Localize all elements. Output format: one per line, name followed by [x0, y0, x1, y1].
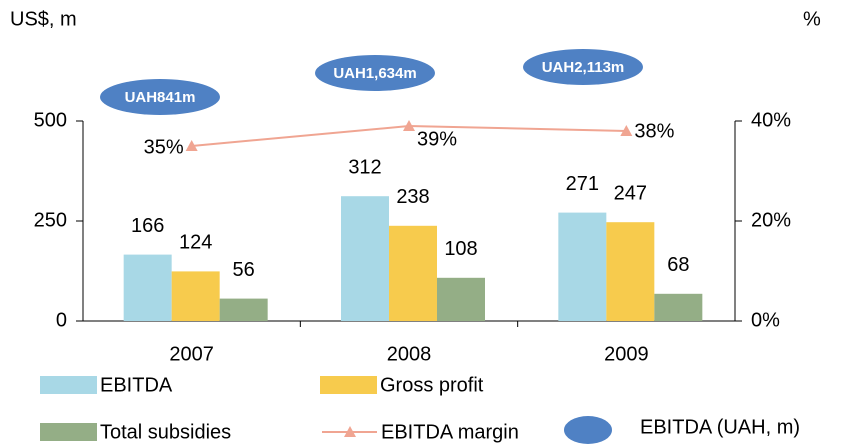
x-tick-label: 2009 — [604, 343, 649, 365]
uah-bubble — [315, 55, 435, 91]
y-tick-label: 500 — [34, 109, 67, 131]
legend-swatch — [320, 376, 377, 394]
legend-label: EBITDA margin — [381, 421, 519, 443]
legend-label: Gross profit — [380, 374, 484, 396]
y-axis-title: US$, m — [10, 8, 77, 30]
uah-bubble-label: UAH841m — [125, 89, 196, 106]
margin-value-label: 39% — [417, 128, 457, 150]
y2-tick-label: 40% — [751, 109, 791, 131]
margin-value-label: 38% — [634, 120, 674, 142]
bar — [437, 277, 485, 321]
uah-bubble-label: UAH1,634m — [333, 65, 416, 82]
uah-bubble — [100, 79, 220, 115]
bar — [558, 212, 607, 321]
x-tick-label: 2008 — [387, 343, 432, 365]
x-tick-label: 2007 — [169, 343, 214, 365]
margin-point — [185, 140, 198, 151]
uah-bubble — [523, 49, 643, 85]
margin-point — [403, 120, 415, 131]
bar — [219, 298, 268, 321]
bar — [341, 196, 389, 321]
legend-marker — [344, 426, 356, 437]
legend-label: Total subsidies — [100, 421, 231, 443]
bar — [389, 225, 437, 321]
bar — [654, 293, 703, 321]
y2-tick-label: 20% — [751, 209, 791, 231]
legend-swatch — [40, 376, 97, 394]
bar-value-label: 108 — [444, 238, 477, 260]
y-tick-label: 250 — [34, 209, 67, 231]
margin-point — [620, 125, 633, 136]
legend-label: EBITDA (UAH, m) — [640, 416, 800, 438]
bar — [606, 222, 655, 321]
y2-tick-label: 0% — [751, 309, 780, 331]
bar-value-label: 68 — [667, 254, 689, 276]
y-tick-label: 0 — [56, 309, 67, 331]
bar-value-label: 271 — [566, 173, 599, 195]
bar — [171, 271, 220, 321]
legend-bubble — [564, 416, 612, 444]
bar-value-label: 166 — [131, 215, 164, 237]
legend-label: EBITDA — [100, 374, 173, 396]
uah-bubble-label: UAH2,113m — [542, 59, 625, 76]
bar — [123, 254, 172, 321]
bar-value-label: 124 — [179, 232, 212, 254]
bar-value-label: 312 — [348, 156, 381, 178]
legend-swatch — [40, 423, 97, 441]
bar-value-label: 56 — [233, 259, 255, 281]
margin-value-label: 35% — [144, 136, 184, 158]
bar-value-label: 247 — [614, 182, 647, 204]
y2-axis-title: % — [803, 8, 821, 30]
bar-value-label: 238 — [396, 186, 429, 208]
